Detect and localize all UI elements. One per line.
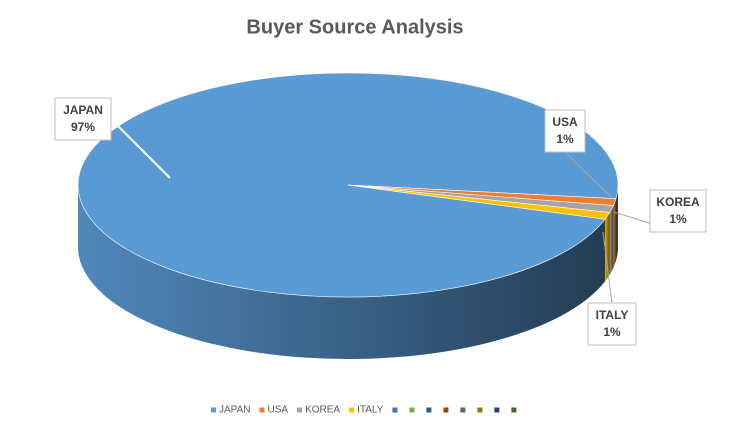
slice-side-shade xyxy=(605,212,610,282)
chart-title: Buyer Source Analysis xyxy=(246,16,463,38)
legend-label: KOREA xyxy=(305,405,340,416)
data-label: ITALY 1% xyxy=(587,231,637,346)
legend: JAPAN USA KOREA ITALY xyxy=(211,405,517,416)
label-value: 97% xyxy=(71,120,95,134)
data-label: USA 1% xyxy=(544,109,615,201)
data-labels: JAPAN 97% USA 1% KOREA 1% ITALY 1% xyxy=(54,97,707,346)
leader-line xyxy=(110,118,171,179)
label-category: JAPAN xyxy=(63,103,103,117)
slice xyxy=(77,72,619,298)
legend-marker xyxy=(477,407,483,413)
data-label: JAPAN 97% xyxy=(54,97,171,179)
slice-side-shade xyxy=(78,185,618,359)
legend-marker xyxy=(349,407,355,413)
pie-tops xyxy=(77,72,619,298)
slice xyxy=(347,184,611,220)
label-category: KOREA xyxy=(656,195,700,209)
data-label: KOREA 1% xyxy=(613,189,707,233)
legend-marker xyxy=(443,407,449,413)
slice-side xyxy=(613,198,616,268)
label-category: ITALY xyxy=(596,308,629,322)
label-box xyxy=(544,109,586,153)
label-box xyxy=(54,97,112,141)
legend-marker xyxy=(460,407,466,413)
leader-line xyxy=(602,231,613,304)
label-value: 1% xyxy=(603,325,621,339)
slice-side xyxy=(605,212,610,282)
slice-side xyxy=(609,205,614,275)
label-category: USA xyxy=(552,115,578,129)
label-box xyxy=(587,302,637,346)
legend-marker xyxy=(297,407,303,413)
legend-label: ITALY xyxy=(357,405,384,416)
legend-marker xyxy=(426,407,432,413)
slice-side-shade xyxy=(613,198,616,268)
legend-marker xyxy=(409,407,415,413)
slice-side xyxy=(78,185,618,359)
legend-marker xyxy=(211,407,216,413)
label-value: 1% xyxy=(669,212,687,226)
legend-marker xyxy=(494,407,500,413)
legend-marker xyxy=(259,407,265,413)
pie-sides xyxy=(78,185,618,359)
slice-side-shade xyxy=(609,205,614,275)
legend-label: JAPAN xyxy=(219,405,251,416)
label-box xyxy=(649,189,707,233)
legend-marker xyxy=(392,407,398,413)
legend-marker xyxy=(511,407,517,413)
legend-label: USA xyxy=(268,405,289,416)
label-value: 1% xyxy=(556,132,574,146)
leader-line xyxy=(564,151,615,201)
